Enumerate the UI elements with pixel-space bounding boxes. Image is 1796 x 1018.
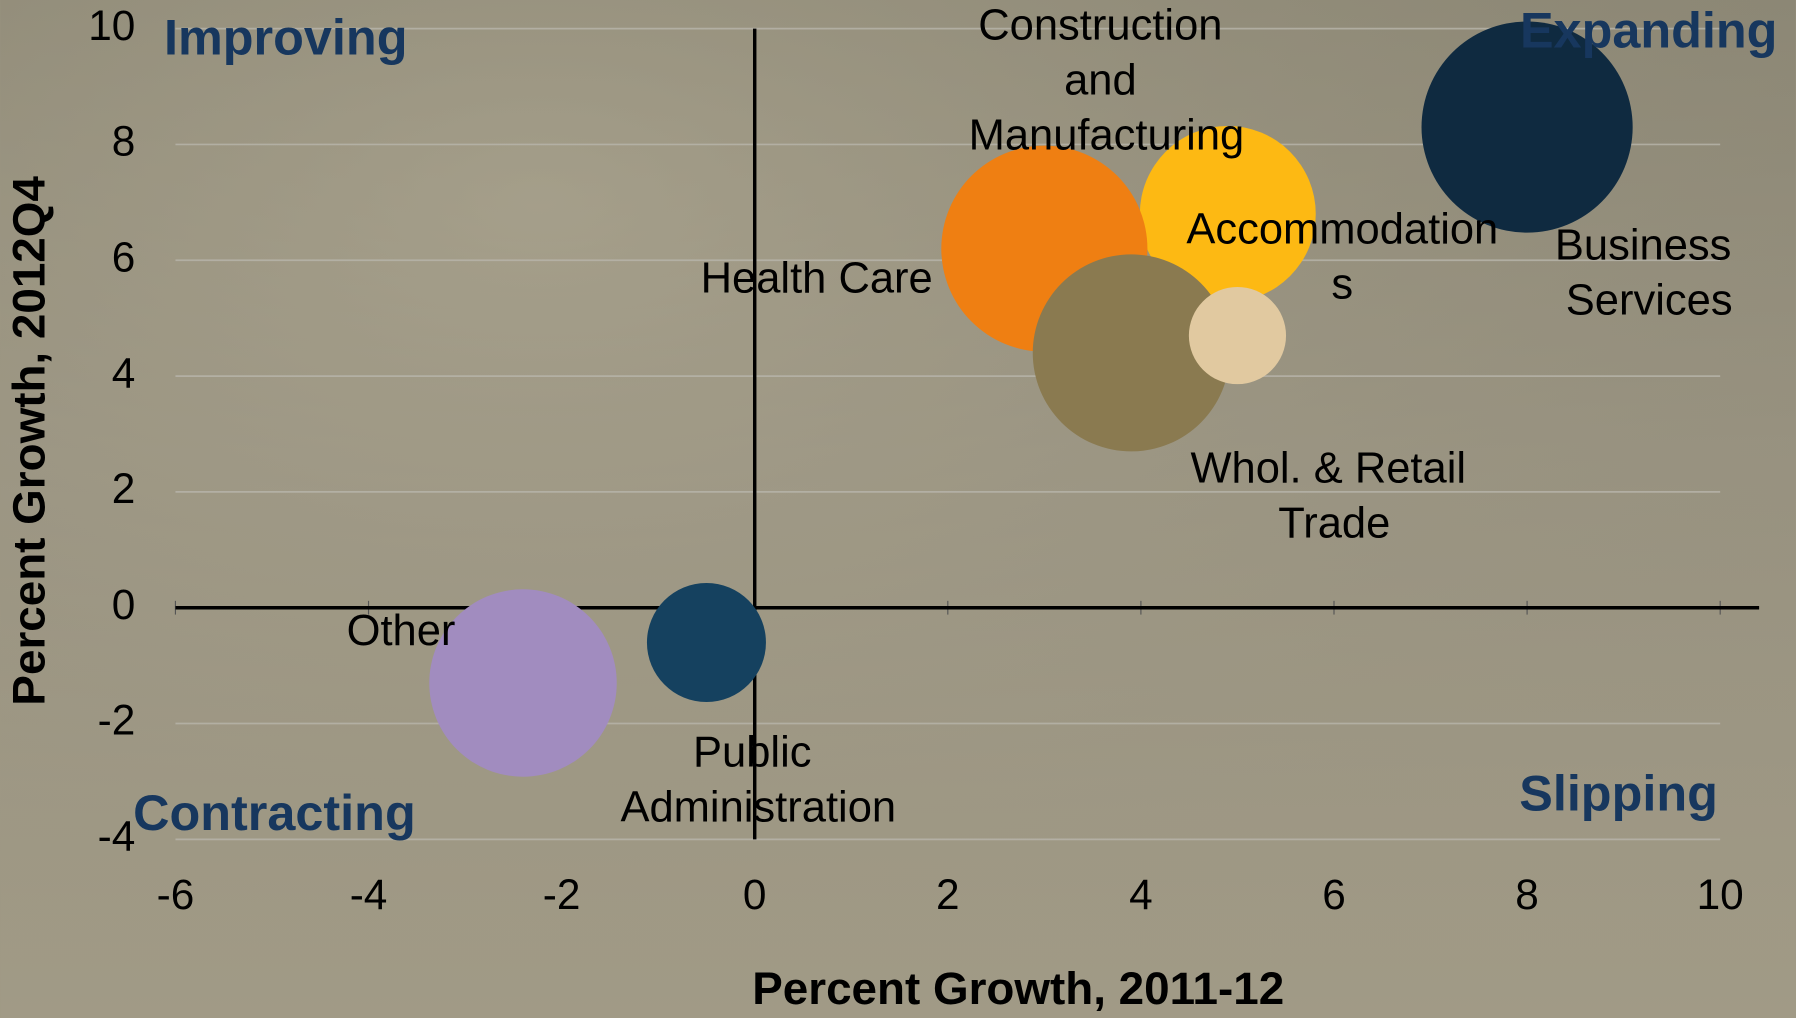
x-tick-label: 2	[936, 871, 960, 918]
quadrant-label: Improving	[164, 9, 408, 66]
quadrant-label: Contracting	[133, 784, 416, 841]
y-tick-label: 0	[112, 581, 136, 628]
y-tick-label: 10	[88, 2, 135, 49]
x-tick-label: -6	[157, 871, 195, 918]
bubble-label: Other	[347, 607, 456, 655]
y-tick-label: 4	[112, 349, 136, 396]
y-tick-label: 2	[112, 465, 136, 512]
chart: -4-20246810-6-4-20246810 Business Servic…	[0, 0, 1796, 1018]
bubble	[1189, 287, 1286, 384]
x-axis-title: Percent Growth, 2011-12	[752, 963, 1284, 1014]
y-tick-label: -2	[98, 697, 136, 744]
y-tick-label: -4	[98, 813, 136, 860]
quadrant-label: Slipping	[1519, 764, 1718, 821]
y-axis-title: Percent Growth, 2012Q4	[3, 176, 54, 706]
y-tick-label: 8	[112, 118, 136, 165]
x-tick-label: -4	[350, 871, 388, 918]
bubble	[647, 583, 766, 702]
x-tick-label: -2	[543, 871, 581, 918]
quadrant-label: Expanding	[1520, 2, 1777, 59]
x-tick-label: 10	[1697, 871, 1744, 918]
x-tick-label: 6	[1322, 871, 1346, 918]
x-tick-label: 0	[743, 871, 767, 918]
page: {"chart_data": { "type": "bubble", "x_la…	[0, 0, 1796, 1018]
y-tick-label: 6	[112, 233, 136, 280]
x-tick-label: 8	[1515, 871, 1539, 918]
bubble-label: Health Care	[701, 254, 933, 302]
x-tick-label: 4	[1129, 871, 1153, 918]
bubble	[429, 589, 616, 776]
